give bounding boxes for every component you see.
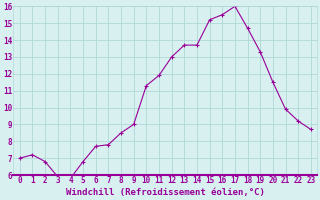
X-axis label: Windchill (Refroidissement éolien,°C): Windchill (Refroidissement éolien,°C)	[66, 188, 265, 197]
